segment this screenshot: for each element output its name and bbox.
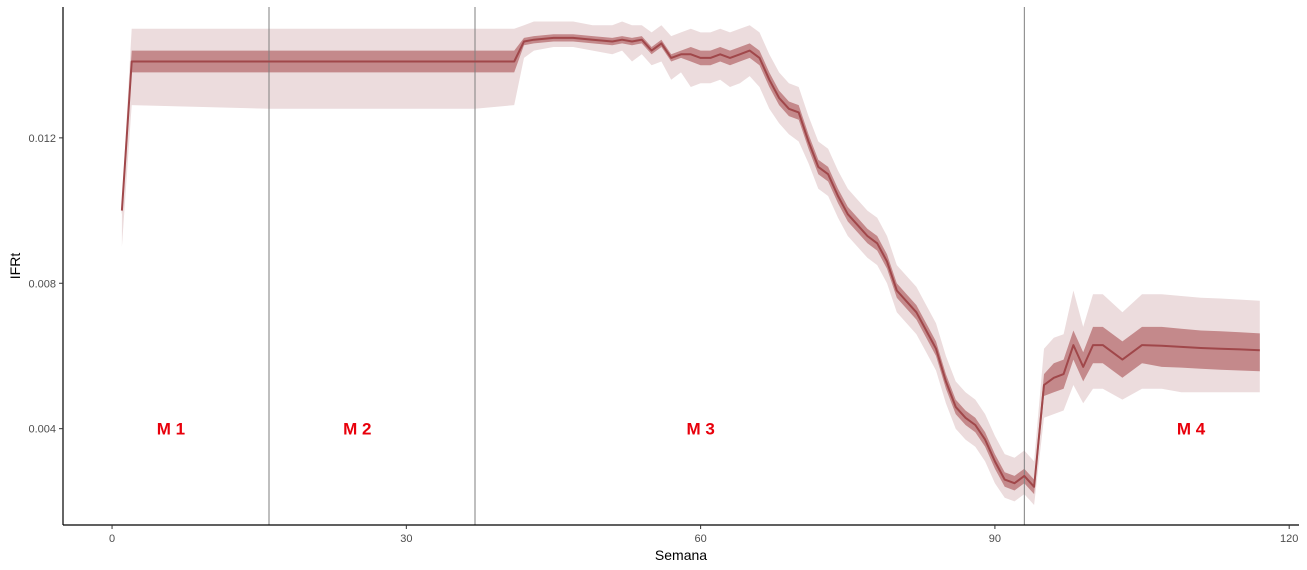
x-tick-label: 60 <box>694 533 706 545</box>
region-label: M 1 <box>157 420 185 439</box>
axis-ticks: 0 30 60 90 120 0.004 0.008 0.012 <box>28 133 1298 545</box>
x-tick-label: 120 <box>1280 533 1298 545</box>
y-axis-title: IFRt <box>7 253 23 280</box>
x-tick-label: 30 <box>400 533 412 545</box>
y-tick-label: 0.012 <box>28 133 56 145</box>
x-axis-title: Semana <box>655 547 707 563</box>
y-tick-label: 0.008 <box>28 278 56 290</box>
x-tick-label: 90 <box>989 533 1001 545</box>
region-label: M 3 <box>686 420 714 439</box>
confidence-bands <box>121 21 1260 505</box>
x-tick-label: 0 <box>109 533 115 545</box>
series-line <box>120 36 1260 488</box>
vertical-divider-lines <box>268 7 1025 525</box>
series-line-group <box>120 36 1260 488</box>
y-tick-label: 0.004 <box>28 424 56 436</box>
region-labels: M 1 M 2 M 3 M 4 <box>157 420 1206 439</box>
axes <box>62 7 1299 526</box>
region-label: M 2 <box>343 420 371 439</box>
region-label: M 4 <box>1177 420 1206 439</box>
